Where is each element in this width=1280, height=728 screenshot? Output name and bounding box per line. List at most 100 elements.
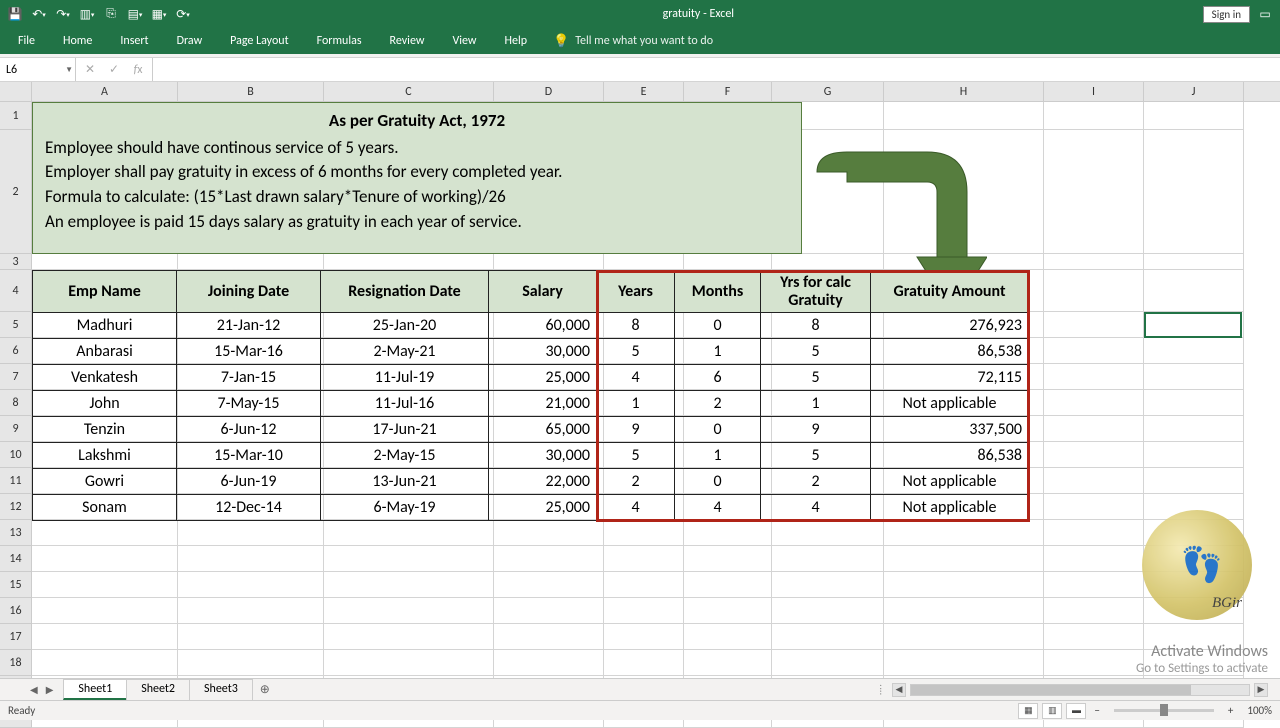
table-cell[interactable]: 86,538 — [871, 443, 1029, 469]
row-header[interactable]: 18 — [0, 650, 32, 676]
table-cell[interactable]: Lakshmi — [33, 443, 177, 469]
table-cell[interactable]: 13-Jun-21 — [321, 469, 489, 495]
column-header[interactable]: G — [772, 82, 884, 101]
table-cell[interactable]: 276,923 — [871, 313, 1029, 339]
table-cell[interactable]: 6 — [675, 365, 761, 391]
tab-formulas[interactable]: Formulas — [303, 30, 376, 52]
row-header[interactable]: 17 — [0, 624, 32, 650]
normal-view-button[interactable]: ▦ — [1018, 703, 1038, 719]
table-cell[interactable]: 15-Mar-16 — [177, 339, 321, 365]
table-cell[interactable]: 25,000 — [489, 495, 597, 521]
row-header[interactable]: 11 — [0, 468, 32, 494]
row-header[interactable]: 10 — [0, 442, 32, 468]
redo-icon[interactable]: ↷▾ — [52, 3, 74, 25]
scroll-left-icon[interactable]: ◀ — [892, 683, 906, 697]
row-header[interactable]: 12 — [0, 494, 32, 520]
tab-insert[interactable]: Insert — [106, 30, 162, 52]
table-cell[interactable]: Venkatesh — [33, 365, 177, 391]
table-cell[interactable]: 22,000 — [489, 469, 597, 495]
table-cell[interactable]: 0 — [675, 469, 761, 495]
column-header[interactable]: D — [494, 82, 604, 101]
table-cell[interactable]: 4 — [597, 365, 675, 391]
table-cell[interactable]: Gowri — [33, 469, 177, 495]
chart-icon[interactable]: ▥▾ — [76, 3, 98, 25]
table-cell[interactable]: 11-Jul-16 — [321, 391, 489, 417]
table-cell[interactable]: Anbarasi — [33, 339, 177, 365]
table-cell[interactable]: Madhuri — [33, 313, 177, 339]
row-header[interactable]: 5 — [0, 312, 32, 338]
table-cell[interactable]: 17-Jun-21 — [321, 417, 489, 443]
sheet-nav-prev-icon[interactable]: ◀ — [28, 683, 40, 696]
table-cell[interactable]: 2 — [597, 469, 675, 495]
table-cell[interactable]: 1 — [675, 339, 761, 365]
sheet-nav-next-icon[interactable]: ▶ — [44, 683, 56, 696]
table-cell[interactable]: 72,115 — [871, 365, 1029, 391]
table-cell[interactable]: Sonam — [33, 495, 177, 521]
column-header[interactable]: A — [32, 82, 178, 101]
row-header[interactable]: 15 — [0, 572, 32, 598]
row-header[interactable]: 6 — [0, 338, 32, 364]
column-header[interactable]: E — [604, 82, 684, 101]
table-cell[interactable]: 7-May-15 — [177, 391, 321, 417]
table-cell[interactable]: 5 — [761, 339, 871, 365]
table-cell[interactable]: 6-Jun-19 — [177, 469, 321, 495]
table-cell[interactable]: 337,500 — [871, 417, 1029, 443]
table-cell[interactable]: John — [33, 391, 177, 417]
save-icon[interactable]: 💾 — [4, 3, 26, 25]
worksheet-grid[interactable]: ABCDEFGHIJ 12345678910111213141516171819… — [0, 82, 1280, 728]
row-header[interactable]: 16 — [0, 598, 32, 624]
row-header[interactable]: 13 — [0, 520, 32, 546]
row-header[interactable]: 4 — [0, 270, 32, 312]
sheet-tab[interactable]: Sheet3 — [189, 679, 253, 700]
column-header[interactable]: C — [324, 82, 494, 101]
table-cell[interactable]: Not applicable — [871, 495, 1029, 521]
column-header[interactable]: J — [1144, 82, 1244, 101]
page-break-button[interactable]: ▬ — [1066, 703, 1086, 719]
sheet-tab[interactable]: Sheet2 — [126, 679, 190, 700]
undo-icon[interactable]: ↶▾ — [28, 3, 50, 25]
table-cell[interactable]: 6-Jun-12 — [177, 417, 321, 443]
table-cell[interactable]: 65,000 — [489, 417, 597, 443]
tab-view[interactable]: View — [438, 30, 490, 52]
borders-icon[interactable]: ▦▾ — [148, 3, 170, 25]
fx-icon[interactable]: fx — [128, 63, 148, 77]
tab-help[interactable]: Help — [491, 30, 542, 52]
tab-page-layout[interactable]: Page Layout — [216, 30, 302, 52]
table-cell[interactable]: 9 — [761, 417, 871, 443]
table-cell[interactable]: 25,000 — [489, 365, 597, 391]
table-cell[interactable]: 5 — [597, 443, 675, 469]
add-sheet-button[interactable]: ⊕ — [252, 680, 278, 699]
table-cell[interactable]: 4 — [597, 495, 675, 521]
signin-button[interactable]: Sign in — [1203, 6, 1250, 23]
select-all-corner[interactable] — [0, 82, 32, 101]
table-cell[interactable]: 11-Jul-19 — [321, 365, 489, 391]
table-cell[interactable]: 86,538 — [871, 339, 1029, 365]
table-cell[interactable]: 30,000 — [489, 339, 597, 365]
row-header[interactable]: 1 — [0, 102, 32, 130]
zoom-slider[interactable] — [1114, 709, 1214, 712]
sheet-tab[interactable]: Sheet1 — [63, 679, 127, 700]
table-cell[interactable]: 7-Jan-15 — [177, 365, 321, 391]
tab-review[interactable]: Review — [376, 30, 439, 52]
table-cell[interactable]: 8 — [761, 313, 871, 339]
table-cell[interactable]: 9 — [597, 417, 675, 443]
row-header[interactable]: 8 — [0, 390, 32, 416]
table-cell[interactable]: 4 — [675, 495, 761, 521]
cancel-icon[interactable]: ✕ — [80, 62, 100, 77]
table-cell[interactable]: 21,000 — [489, 391, 597, 417]
table-cell[interactable]: 0 — [675, 313, 761, 339]
table-cell[interactable]: 6-May-19 — [321, 495, 489, 521]
table-cell[interactable]: 25-Jan-20 — [321, 313, 489, 339]
page-layout-button[interactable]: ▥ — [1042, 703, 1062, 719]
column-header[interactable]: I — [1044, 82, 1144, 101]
table-cell[interactable]: 5 — [597, 339, 675, 365]
row-header[interactable]: 14 — [0, 546, 32, 572]
row-header[interactable]: 9 — [0, 416, 32, 442]
table-cell[interactable]: 30,000 — [489, 443, 597, 469]
name-box[interactable]: L6 ▼ — [0, 58, 76, 81]
table-cell[interactable]: 5 — [761, 365, 871, 391]
sort-icon[interactable]: ▤▾ — [124, 3, 146, 25]
table-cell[interactable]: 2-May-15 — [321, 443, 489, 469]
table-cell[interactable]: 2 — [675, 391, 761, 417]
refresh-icon[interactable]: ⟳▾ — [172, 3, 194, 25]
